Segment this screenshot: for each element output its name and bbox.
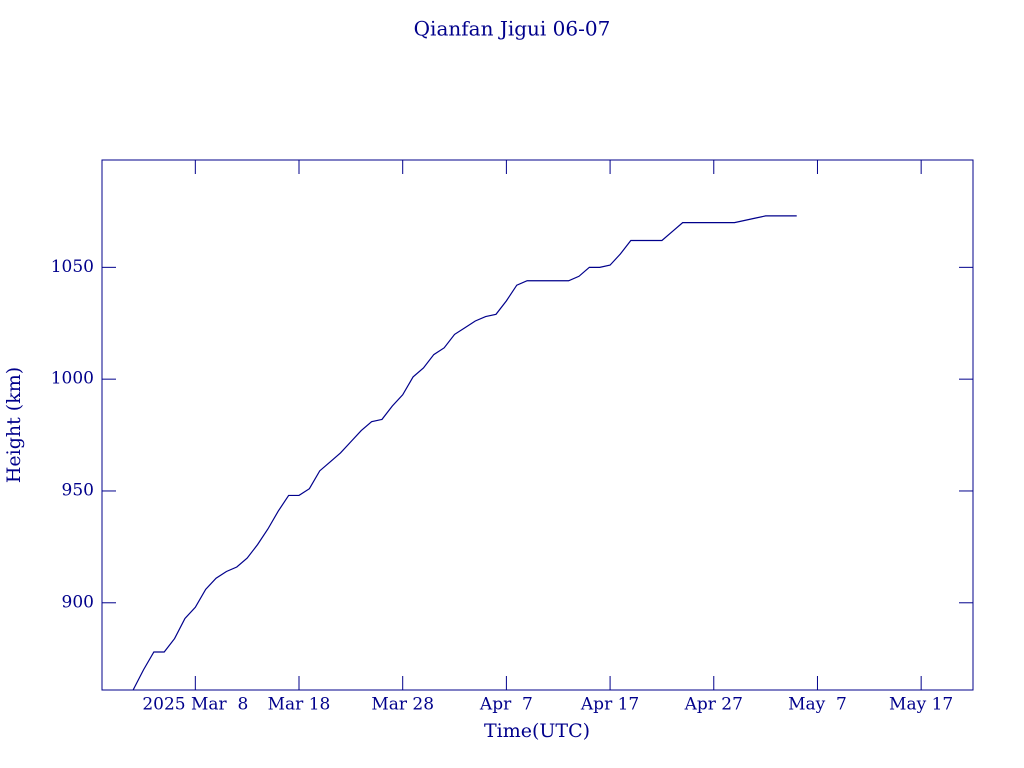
- y-tick-label: 1050: [51, 257, 94, 277]
- chart-title: Qianfan Jigui 06-07: [414, 17, 611, 41]
- x-tick-label: Mar 28: [371, 695, 434, 715]
- data-line: [132, 215, 797, 691]
- y-axis-label: Height (km): [3, 367, 25, 483]
- x-tick-label: Mar 18: [268, 695, 331, 715]
- x-tick-label: May 7: [788, 695, 847, 715]
- plot-frame: [101, 159, 974, 691]
- x-tick-label: Apr 27: [684, 695, 743, 715]
- y-tick-label: 1000: [51, 369, 94, 389]
- x-tick-label: May 17: [889, 695, 953, 715]
- x-tick-label: 2025 Mar 8: [142, 695, 248, 715]
- y-tick-label: 950: [62, 480, 94, 500]
- x-tick-label: Apr 17: [580, 695, 639, 715]
- x-axis-label: Time(UTC): [484, 720, 590, 742]
- y-tick-label: 900: [62, 592, 94, 612]
- x-tick-label: Apr 7: [479, 695, 533, 715]
